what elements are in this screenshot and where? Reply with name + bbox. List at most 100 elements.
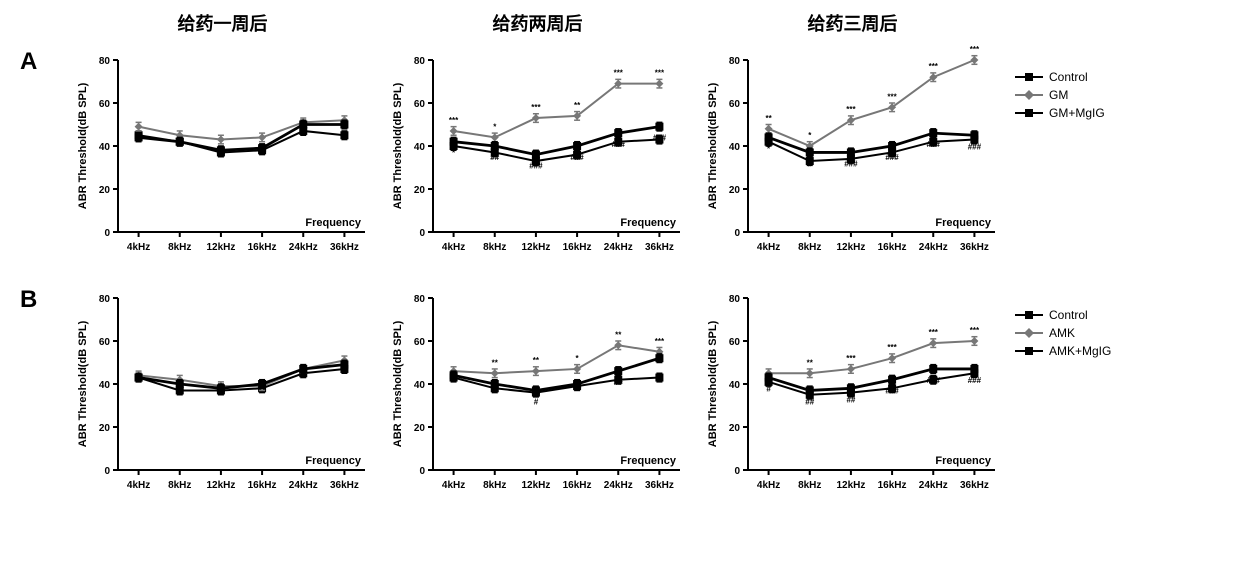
svg-text:4kHz: 4kHz bbox=[757, 242, 780, 253]
svg-text:0: 0 bbox=[734, 228, 740, 239]
svg-text:40: 40 bbox=[414, 142, 426, 153]
svg-text:***: *** bbox=[887, 92, 897, 101]
svg-text:60: 60 bbox=[729, 99, 741, 110]
svg-text:60: 60 bbox=[729, 337, 741, 348]
svg-text:###: ### bbox=[612, 140, 626, 149]
svg-text:24kHz: 24kHz bbox=[604, 242, 633, 253]
row-b: B 0204060804kHz8kHz12kHz16kHz24kHz36kHzA… bbox=[20, 278, 1220, 508]
svg-text:##: ## bbox=[490, 153, 499, 162]
svg-text:60: 60 bbox=[99, 337, 111, 348]
col-title-1: 给药一周后 bbox=[70, 10, 375, 36]
legend-label: Control bbox=[1049, 70, 1088, 84]
legend-swatch-icon bbox=[1015, 345, 1043, 357]
svg-text:Frequency: Frequency bbox=[620, 455, 677, 467]
legend-item: GM+MgIG bbox=[1015, 106, 1195, 120]
svg-text:ABR Threshold(dB SPL): ABR Threshold(dB SPL) bbox=[392, 320, 404, 447]
svg-text:60: 60 bbox=[414, 99, 426, 110]
svg-text:0: 0 bbox=[419, 228, 425, 239]
row-a: A 0204060804kHz8kHz12kHz16kHz24kHz36kHzA… bbox=[20, 40, 1220, 270]
svg-text:12kHz: 12kHz bbox=[521, 242, 550, 253]
svg-text:###: ### bbox=[885, 387, 899, 396]
svg-text:***: *** bbox=[929, 62, 939, 71]
svg-text:##: ## bbox=[846, 395, 855, 404]
svg-text:20: 20 bbox=[99, 185, 111, 196]
svg-text:Frequency: Frequency bbox=[305, 217, 362, 229]
svg-text:###: ### bbox=[968, 142, 982, 151]
svg-text:**: ** bbox=[765, 114, 772, 123]
legend-swatch-icon bbox=[1015, 327, 1043, 339]
svg-text:24kHz: 24kHz bbox=[289, 480, 318, 491]
svg-text:###: ### bbox=[927, 140, 941, 149]
legend-swatch-icon bbox=[1015, 89, 1043, 101]
legend-swatch-icon bbox=[1015, 107, 1043, 119]
svg-text:###: ### bbox=[885, 153, 899, 162]
svg-text:16kHz: 16kHz bbox=[248, 480, 277, 491]
svg-text:***: *** bbox=[449, 116, 459, 125]
svg-text:24kHz: 24kHz bbox=[289, 242, 318, 253]
col-title-2: 给药两周后 bbox=[385, 10, 690, 36]
svg-text:80: 80 bbox=[99, 294, 111, 305]
legend-label: GM+MgIG bbox=[1049, 106, 1105, 120]
panel-b3: 0204060804kHz8kHz12kHz16kHz24kHz36kHzABR… bbox=[700, 278, 1005, 508]
svg-text:16kHz: 16kHz bbox=[878, 242, 907, 253]
row-label-a: A bbox=[20, 40, 60, 270]
svg-text:ABR Threshold(dB SPL): ABR Threshold(dB SPL) bbox=[77, 320, 89, 447]
svg-text:24kHz: 24kHz bbox=[919, 480, 948, 491]
svg-text:4kHz: 4kHz bbox=[757, 480, 780, 491]
svg-text:20: 20 bbox=[729, 423, 741, 434]
legend-label: Control bbox=[1049, 308, 1088, 322]
svg-text:80: 80 bbox=[414, 294, 426, 305]
svg-text:4kHz: 4kHz bbox=[127, 480, 150, 491]
svg-text:16kHz: 16kHz bbox=[878, 480, 907, 491]
svg-text:36kHz: 36kHz bbox=[645, 480, 674, 491]
svg-text:0: 0 bbox=[734, 466, 740, 477]
legend-item: GM bbox=[1015, 88, 1195, 102]
svg-text:***: *** bbox=[970, 326, 980, 335]
row-label-b: B bbox=[20, 278, 60, 508]
legend-label: GM bbox=[1049, 88, 1068, 102]
legend-label: AMK bbox=[1049, 326, 1075, 340]
svg-text:24kHz: 24kHz bbox=[919, 242, 948, 253]
column-titles-row: 给药一周后 给药两周后 给药三周后 bbox=[20, 10, 1220, 36]
svg-text:ABR Threshold(dB SPL): ABR Threshold(dB SPL) bbox=[707, 320, 719, 447]
svg-text:*: * bbox=[808, 131, 812, 140]
legend-item: Control bbox=[1015, 308, 1195, 322]
svg-text:##: ## bbox=[614, 378, 623, 387]
legend-item: AMK+MgIG bbox=[1015, 344, 1195, 358]
svg-text:60: 60 bbox=[99, 99, 111, 110]
svg-text:16kHz: 16kHz bbox=[563, 480, 592, 491]
svg-text:80: 80 bbox=[99, 56, 111, 67]
svg-text:##: ## bbox=[805, 397, 814, 406]
svg-text:40: 40 bbox=[729, 142, 741, 153]
svg-text:###: ### bbox=[844, 159, 858, 168]
legend-swatch-icon bbox=[1015, 309, 1043, 321]
svg-text:***: *** bbox=[970, 45, 980, 54]
panel-a3: 0204060804kHz8kHz12kHz16kHz24kHz36kHzABR… bbox=[700, 40, 1005, 270]
svg-text:40: 40 bbox=[99, 142, 111, 153]
svg-text:80: 80 bbox=[729, 294, 741, 305]
svg-text:80: 80 bbox=[414, 56, 426, 67]
panel-b1: 0204060804kHz8kHz12kHz16kHz24kHz36kHzABR… bbox=[70, 278, 375, 508]
figure-root: 给药一周后 给药两周后 给药三周后 A 0 20 40 60 80 4kHz 8kHz 12k… bbox=[20, 10, 1220, 508]
svg-text:4kHz: 4kHz bbox=[442, 480, 465, 491]
svg-text:*: * bbox=[493, 122, 497, 131]
svg-text:16kHz: 16kHz bbox=[248, 242, 277, 253]
panel-a1: 0204060804kHz8kHz12kHz16kHz24kHz36kHzABR… bbox=[70, 40, 375, 270]
svg-text:**: ** bbox=[533, 356, 540, 365]
svg-text:0: 0 bbox=[104, 228, 110, 239]
legend-a: Control GM GM+MgIG bbox=[1015, 40, 1195, 270]
svg-text:###: ### bbox=[529, 162, 543, 171]
svg-text:***: *** bbox=[655, 337, 665, 346]
svg-text:4kHz: 4kHz bbox=[127, 242, 150, 253]
svg-text:ABR Threshold(dB SPL): ABR Threshold(dB SPL) bbox=[77, 82, 89, 209]
svg-text:###: ### bbox=[653, 134, 667, 143]
svg-text:80: 80 bbox=[729, 56, 741, 67]
svg-text:16kHz: 16kHz bbox=[563, 242, 592, 253]
svg-text:40: 40 bbox=[99, 380, 111, 391]
svg-text:60: 60 bbox=[414, 337, 426, 348]
svg-text:*: * bbox=[576, 354, 580, 363]
svg-text:8kHz: 8kHz bbox=[483, 480, 506, 491]
svg-text:12kHz: 12kHz bbox=[836, 242, 865, 253]
svg-text:Frequency: Frequency bbox=[305, 455, 362, 467]
legend-label: AMK+MgIG bbox=[1049, 344, 1111, 358]
